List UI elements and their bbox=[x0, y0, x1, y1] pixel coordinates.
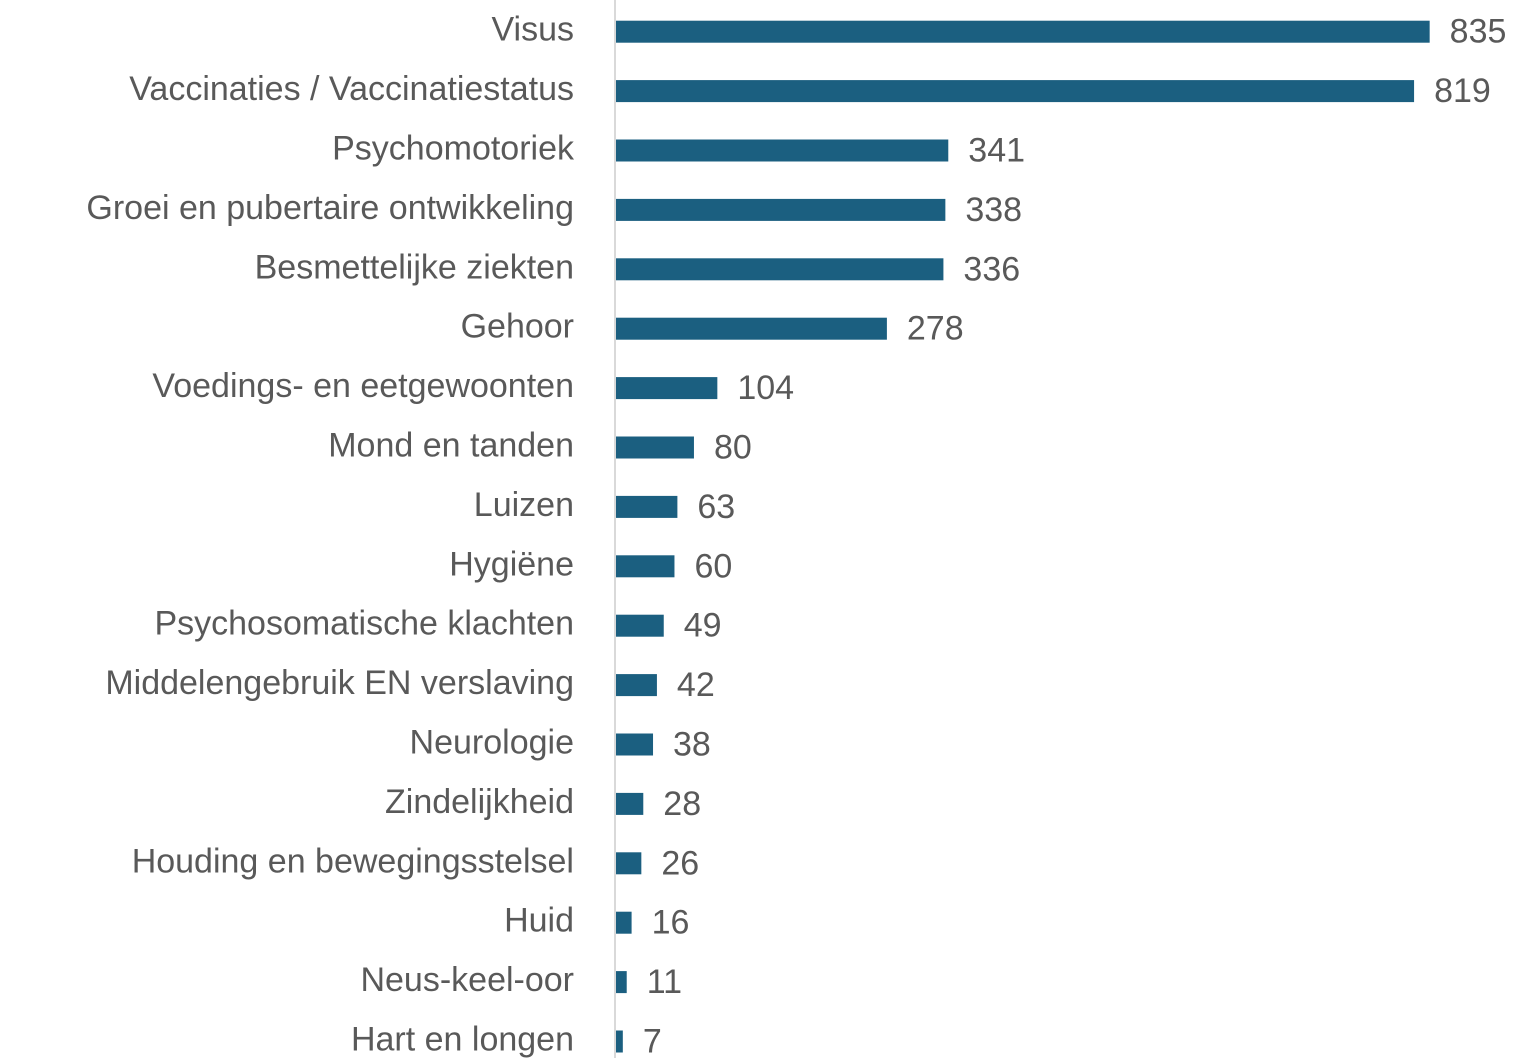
value-label: 16 bbox=[652, 904, 690, 942]
value-label: 336 bbox=[963, 250, 1020, 288]
value-label: 104 bbox=[737, 369, 794, 407]
value-label: 38 bbox=[673, 725, 711, 763]
value-label: 11 bbox=[647, 963, 682, 1001]
bar bbox=[616, 80, 1415, 103]
category-label: Houding en bewegingsstelsel bbox=[132, 842, 574, 880]
value-label: 49 bbox=[684, 607, 722, 645]
bar bbox=[616, 971, 627, 994]
value-label: 278 bbox=[907, 310, 964, 348]
bar bbox=[616, 258, 944, 281]
bar bbox=[616, 614, 664, 637]
bar bbox=[616, 674, 657, 697]
category-label: Voedings- en eetgewoonten bbox=[152, 367, 574, 405]
bar bbox=[616, 317, 887, 340]
value-label: 7 bbox=[643, 1022, 662, 1058]
category-label: Zindelijkheid bbox=[385, 783, 574, 821]
category-label: Vaccinaties / Vaccinatiestatus bbox=[129, 70, 574, 108]
value-label: 60 bbox=[694, 547, 732, 585]
bar bbox=[616, 139, 949, 162]
category-label: Besmettelijke ziekten bbox=[255, 248, 574, 286]
value-label: 42 bbox=[677, 666, 715, 704]
bar bbox=[616, 555, 675, 578]
category-label: Middelengebruik EN verslaving bbox=[105, 664, 574, 702]
value-label: 819 bbox=[1434, 72, 1491, 110]
category-label: Psychomotoriek bbox=[332, 129, 575, 167]
bar bbox=[616, 733, 654, 756]
bar bbox=[616, 911, 632, 934]
value-label: 26 bbox=[661, 844, 699, 882]
value-label: 28 bbox=[663, 785, 701, 823]
value-label: 835 bbox=[1450, 13, 1507, 51]
category-label: Hart en longen bbox=[351, 1020, 574, 1058]
bar bbox=[616, 436, 694, 459]
category-label: Huid bbox=[504, 902, 574, 940]
value-label: 338 bbox=[965, 191, 1022, 229]
category-label: Psychosomatische klachten bbox=[154, 605, 574, 643]
value-label: 341 bbox=[968, 131, 1025, 169]
category-label: Gehoor bbox=[461, 308, 574, 346]
value-label: 63 bbox=[697, 488, 735, 526]
bar bbox=[616, 792, 644, 815]
category-label: Visus bbox=[491, 11, 574, 49]
bar bbox=[616, 20, 1430, 43]
category-label: Neurologie bbox=[410, 723, 574, 761]
category-label: Groei en pubertaire ontwikkeling bbox=[86, 189, 574, 227]
value-label: 80 bbox=[714, 428, 752, 466]
bar bbox=[616, 198, 946, 221]
bar bbox=[616, 495, 678, 518]
category-label: Mond en tanden bbox=[328, 426, 574, 464]
category-label: Hygiëne bbox=[449, 545, 574, 583]
category-label: Neus-keel-oor bbox=[360, 961, 574, 999]
category-label: Luizen bbox=[474, 486, 574, 524]
bar bbox=[616, 1030, 623, 1053]
bar bbox=[616, 377, 718, 400]
bar bbox=[616, 852, 642, 875]
